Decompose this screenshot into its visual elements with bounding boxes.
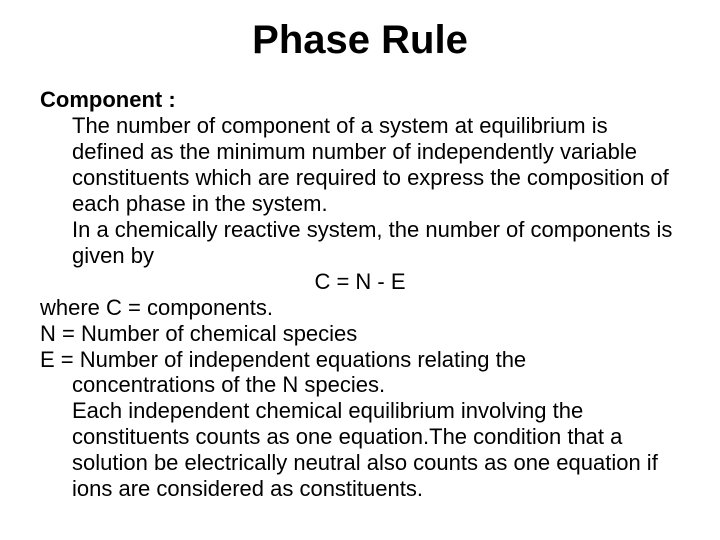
slide: Phase Rule Component : The number of com… xyxy=(0,0,720,540)
body-text: Component : The number of component of a… xyxy=(40,87,680,502)
paragraph-reactive: In a chemically reactive system, the num… xyxy=(40,217,680,269)
paragraph-equilibrium: Each independent chemical equilibrium in… xyxy=(40,398,680,502)
where-e-line2: concentrations of the N species. xyxy=(40,372,680,398)
where-n: N = Number of chemical species xyxy=(40,321,680,347)
page-title: Phase Rule xyxy=(40,18,680,63)
paragraph-definition: The number of component of a system at e… xyxy=(40,113,680,217)
where-e: E = Number of independent equations rela… xyxy=(40,347,680,399)
formula-line: C = N - E xyxy=(40,269,680,295)
where-c: where C = components. xyxy=(40,295,680,321)
section-heading: Component : xyxy=(40,87,680,113)
where-e-line1: E = Number of independent equations rela… xyxy=(40,347,680,373)
